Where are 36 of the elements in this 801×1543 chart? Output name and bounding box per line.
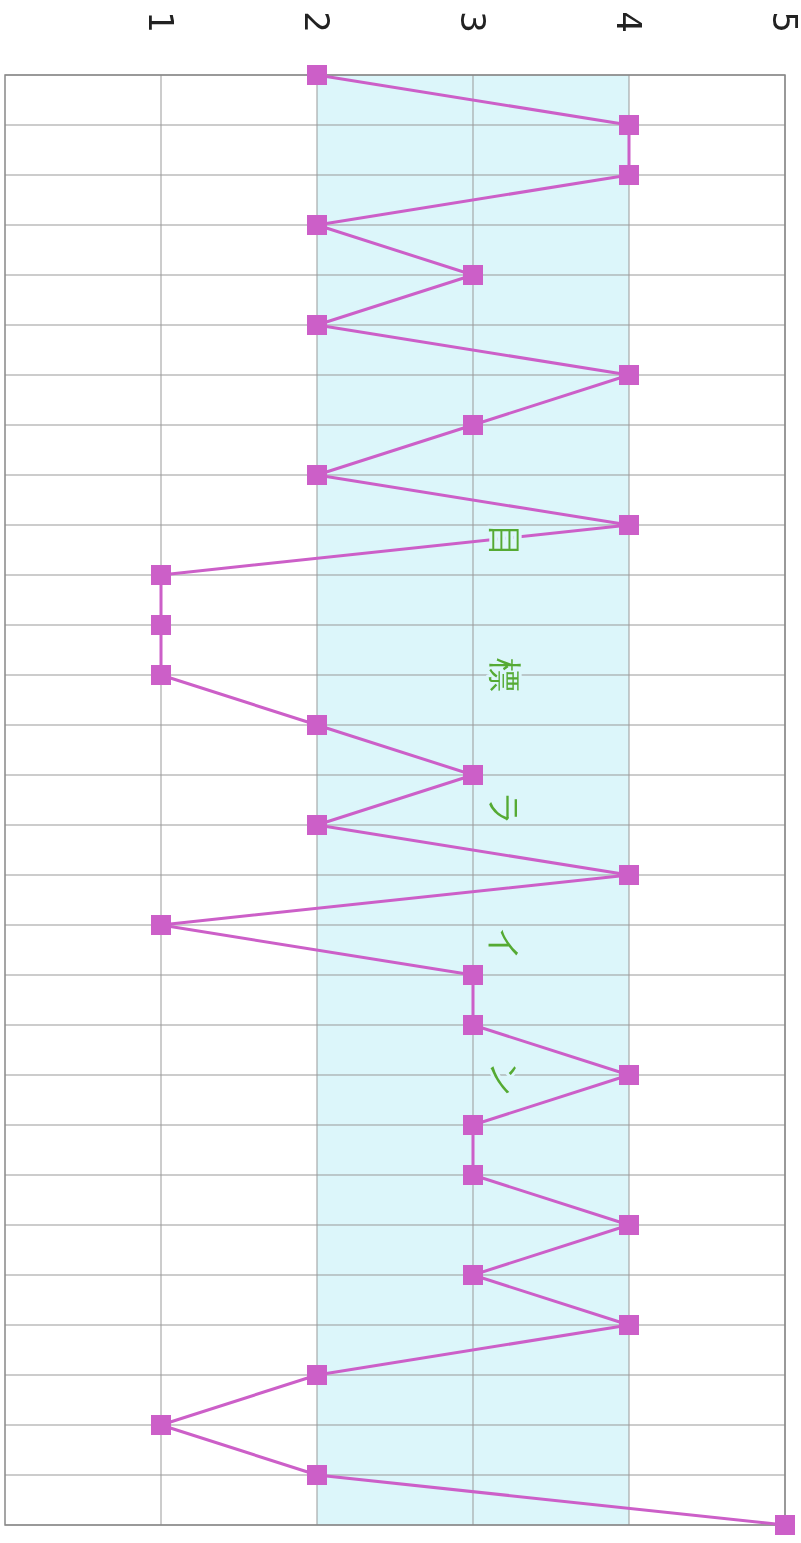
- point: [151, 1415, 171, 1435]
- point: [619, 865, 639, 885]
- point: [619, 365, 639, 385]
- point: [151, 665, 171, 685]
- point: [463, 265, 483, 285]
- point: [463, 1115, 483, 1135]
- point: [463, 415, 483, 435]
- point: [619, 115, 639, 135]
- point: [463, 765, 483, 785]
- point: [307, 465, 327, 485]
- point: [307, 65, 327, 85]
- point: [307, 815, 327, 835]
- point: [151, 915, 171, 935]
- point: [307, 315, 327, 335]
- point: [619, 1065, 639, 1085]
- point: [151, 565, 171, 585]
- x-tick-label: 1: [141, 11, 181, 33]
- point: [307, 715, 327, 735]
- x-tick-label: 5: [765, 11, 801, 33]
- point: [463, 1015, 483, 1035]
- point: [463, 1265, 483, 1285]
- point: [307, 1465, 327, 1485]
- point: [619, 165, 639, 185]
- band-label: 目標ライン: [485, 523, 525, 1197]
- point: [307, 1365, 327, 1385]
- x-tick-label: 3: [453, 11, 493, 33]
- point: [307, 215, 327, 235]
- x-tick-label: 2: [297, 11, 337, 33]
- point: [619, 1315, 639, 1335]
- x-tick-label: 4: [609, 11, 649, 33]
- point: [775, 1515, 795, 1535]
- point: [463, 1165, 483, 1185]
- point: [151, 615, 171, 635]
- point: [619, 515, 639, 535]
- point: [463, 965, 483, 985]
- point: [619, 1215, 639, 1235]
